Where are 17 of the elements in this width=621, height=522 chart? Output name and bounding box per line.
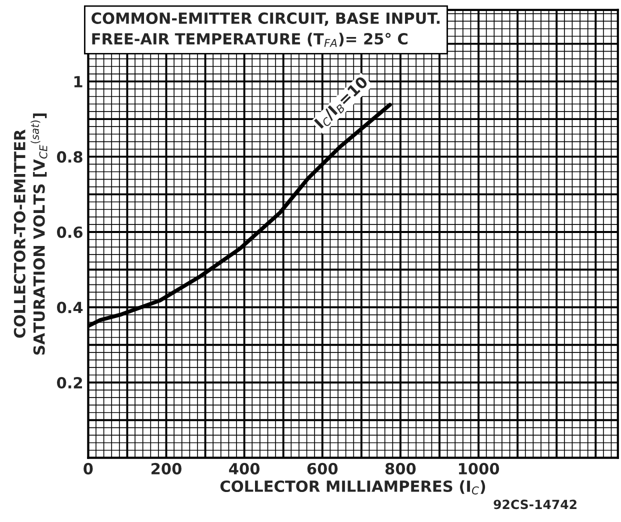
x-tick-label: 1000 (459, 462, 500, 474)
y-tick-label: 0.8 (56, 151, 82, 163)
x-tick-label: 200 (152, 462, 182, 474)
text: FREE-AIR TEMPERATURE (T$_{FA}$)= 25° C (92, 32, 408, 47)
y-axis-title: COLLECTOR-TO-EMITTER SATURATION VOLTS [V$_{CE}$$^{(sat)}$] (14, 113, 48, 355)
x-tick-label: 600 (307, 462, 338, 474)
y-tick-label: 0.4 (56, 302, 83, 314)
x-tick-label: 800 (385, 462, 416, 474)
y-tick-label: 1 (74, 76, 82, 88)
x-axis-title: COLLECTOR MILLIAMPERES (I$_{C}$) (220, 480, 486, 494)
y-tick-label: 0.2 (56, 376, 82, 389)
annotation: I$_{C}$/I$_{B}$=10 (314, 75, 370, 131)
x-tick-label: 400 (229, 462, 260, 474)
text: 92CS-14742 (494, 500, 576, 510)
x-tick-label: 0 (84, 462, 93, 474)
y-tick-label: 0.6 (56, 226, 82, 238)
chart-title: COMMON-EMITTER CIRCUIT, BASE INPUT. (92, 12, 440, 26)
